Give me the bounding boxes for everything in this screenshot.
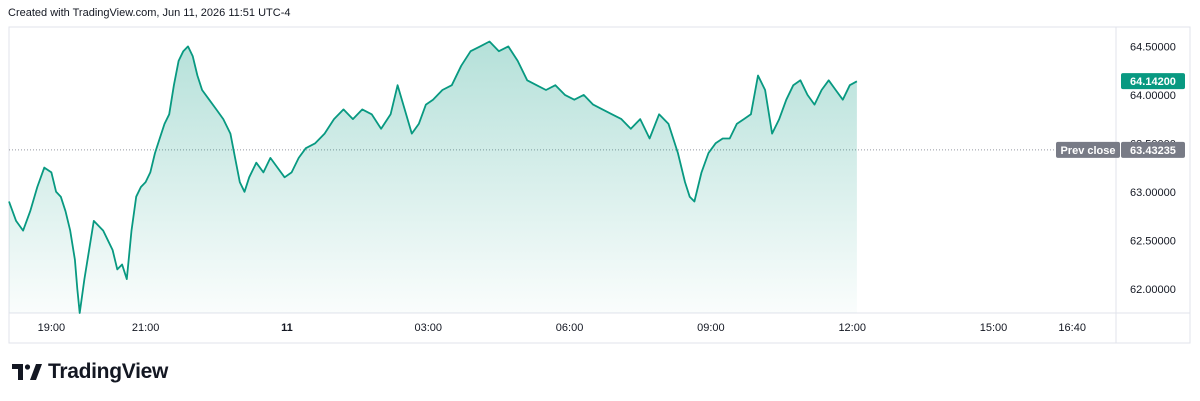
x-tick-label: 09:00 (697, 322, 725, 334)
x-tick-label: 15:00 (980, 322, 1008, 334)
price-chart: 64.5000064.0000063.5000063.0000062.50000… (8, 26, 1191, 344)
prev-close-label: Prev close (1060, 145, 1115, 157)
price-area-fill (9, 41, 857, 313)
tradingview-logo-icon (12, 364, 42, 380)
prev-close-value: 63.43235 (1130, 145, 1176, 157)
price-line (8, 40, 858, 314)
chart-area[interactable]: 64.5000064.0000063.5000063.0000062.50000… (0, 0, 1200, 345)
brand-name: TradingView (48, 360, 169, 383)
y-tick-label: 64.50000 (1130, 41, 1176, 53)
y-tick-label: 64.00000 (1130, 90, 1176, 102)
x-tick-label: 16:40 (1058, 322, 1086, 334)
price-badges: Prev close 63.43235 64.14200 (1056, 73, 1185, 158)
y-tick-label: 63.00000 (1130, 187, 1176, 199)
x-tick-label: 12:00 (838, 322, 866, 334)
chart-created-caption: Created with TradingView.com, Jun 11, 20… (8, 7, 291, 19)
prev-close-label-bg (1056, 141, 1120, 158)
x-tick-label: 11 (281, 322, 293, 334)
y-tick-label: 62.00000 (1130, 284, 1176, 296)
x-tick-label: 03:00 (414, 322, 442, 334)
x-tick-label: 19:00 (38, 322, 66, 334)
prev-close-value-bg (1121, 141, 1185, 158)
plot-frame (8, 26, 1191, 344)
y-tick-label: 62.50000 (1130, 235, 1176, 247)
current-price-label: 64.14200 (1130, 76, 1176, 88)
current-price-label-bg (1121, 73, 1185, 90)
time-axis: 19:00 21:00 11 03:00 06:00 09:00 12:00 15:00 16:… (38, 322, 1086, 334)
tradingview-logo[interactable]: TradingView (12, 360, 168, 384)
x-tick-label: 21:00 (132, 322, 160, 334)
x-tick-label: 06:00 (556, 322, 584, 334)
